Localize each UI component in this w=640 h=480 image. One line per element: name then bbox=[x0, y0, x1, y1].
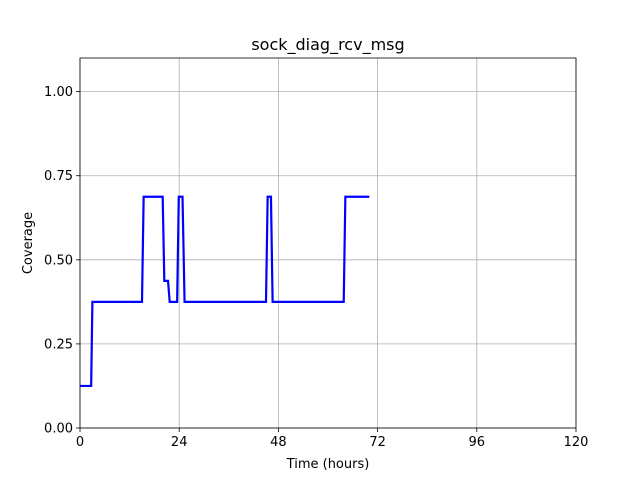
series-layer bbox=[80, 195, 370, 388]
x-tick-label: 96 bbox=[469, 435, 486, 450]
y-tick-label: 1.00 bbox=[44, 85, 73, 100]
y-tick-label: 0.00 bbox=[44, 422, 73, 437]
y-axis-label: Coverage bbox=[21, 212, 36, 274]
x-tick-label: 120 bbox=[564, 435, 589, 450]
y-tick-label: 0.25 bbox=[44, 337, 73, 352]
chart-title: sock_diag_rcv_msg bbox=[251, 35, 404, 55]
grid-lines bbox=[79, 58, 577, 429]
y-tick-label: 0.75 bbox=[44, 169, 73, 184]
plot-frame bbox=[79, 57, 577, 429]
y-tick-label: 0.50 bbox=[44, 253, 73, 268]
axis-ticks: 0 24 48 72 96 120 0.00 0.25 0.50 0.75 1.00 bbox=[44, 85, 588, 450]
x-tick-label: 48 bbox=[270, 435, 287, 450]
x-axis-label: Time (hours) bbox=[286, 457, 370, 472]
x-tick-label: 72 bbox=[369, 435, 386, 450]
x-tick-label: 24 bbox=[171, 435, 188, 450]
coverage-series-line bbox=[80, 195, 370, 388]
x-tick-label: 0 bbox=[76, 435, 84, 450]
